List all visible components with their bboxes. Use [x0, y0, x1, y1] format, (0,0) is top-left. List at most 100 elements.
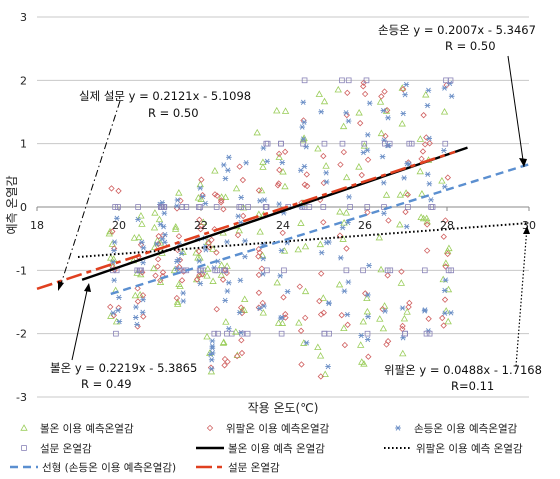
- data-point: [206, 244, 213, 251]
- data-point: [150, 223, 159, 231]
- data-point: [345, 77, 352, 84]
- data-point: [256, 305, 263, 312]
- data-point: [134, 285, 141, 292]
- data-point: [226, 154, 232, 161]
- data-point: [257, 198, 263, 204]
- data-point: [306, 204, 313, 210]
- data-point: [214, 267, 221, 274]
- data-point: [276, 201, 282, 207]
- data-point: [160, 204, 167, 210]
- data-point: [211, 167, 219, 174]
- data-point: [320, 152, 327, 160]
- data-point: [425, 87, 432, 94]
- data-point: [344, 89, 351, 97]
- data-point: [132, 314, 139, 321]
- data-point: [363, 294, 371, 301]
- data-point: [150, 264, 158, 272]
- data-point: [173, 294, 181, 302]
- data-point: [382, 191, 391, 198]
- data-point: [213, 192, 221, 199]
- data-point: [364, 204, 371, 210]
- data-point: [180, 290, 186, 296]
- legend-label: 위팔온 이용 예측 온열감: [416, 442, 523, 455]
- data-point: [140, 313, 147, 320]
- data-point: [279, 229, 286, 237]
- legend-item: 볼온 이용 예측온열감: [20, 422, 134, 435]
- x-tick-label: 22: [194, 219, 208, 232]
- data-point: [195, 248, 203, 255]
- data-point: [110, 259, 116, 265]
- data-point: [357, 341, 365, 348]
- data-point: [294, 245, 302, 253]
- data-point: [260, 145, 267, 151]
- data-point: [339, 224, 346, 231]
- data-point: [159, 269, 167, 276]
- data-point: [209, 338, 216, 344]
- data-point: [281, 267, 287, 274]
- legend-item: 설문 온열감: [21, 443, 92, 455]
- data-point: [174, 197, 181, 203]
- legend-item: 설문 온열감: [196, 462, 280, 474]
- data-point: [400, 110, 407, 117]
- data-point: [225, 167, 231, 173]
- data-point: [154, 263, 161, 270]
- data-point: [441, 287, 448, 294]
- data-point: [196, 272, 203, 279]
- data-point: [300, 99, 307, 105]
- data-point: [238, 349, 246, 357]
- data-point: [151, 209, 159, 216]
- data-point: [340, 148, 347, 156]
- data-point: [298, 361, 305, 368]
- trend-line: [81, 146, 468, 281]
- data-point: [239, 212, 247, 220]
- data-point: [259, 163, 267, 170]
- data-point: [360, 83, 367, 90]
- data-point: [365, 353, 372, 360]
- data-point: [321, 140, 328, 147]
- data-point: [445, 244, 453, 252]
- data-point: [217, 193, 226, 200]
- data-point: [425, 315, 432, 322]
- data-point: [408, 140, 415, 147]
- data-point: [213, 249, 220, 256]
- data-point: [282, 311, 289, 318]
- data-point: [326, 239, 332, 245]
- data-point: [116, 294, 122, 301]
- data-point: [403, 223, 410, 230]
- data-point: [340, 324, 348, 331]
- data-point: [203, 332, 211, 340]
- data-point: [197, 185, 203, 191]
- data-point: [139, 239, 145, 245]
- data-point: [255, 187, 263, 194]
- data-point: [316, 297, 323, 305]
- data-point: [297, 327, 305, 334]
- data-point: [302, 314, 309, 322]
- data-point: [161, 210, 168, 216]
- annotation-sodeung-pointer: [507, 55, 525, 168]
- data-point: [233, 352, 241, 360]
- data-point: [314, 343, 322, 351]
- data-point: [442, 263, 449, 270]
- data-point: [325, 363, 331, 370]
- data-point: [197, 204, 204, 210]
- data-point: [384, 107, 391, 114]
- data-point: [199, 218, 208, 225]
- data-point: [405, 303, 412, 311]
- legend-label: 볼온 이용 예측온열감: [40, 422, 134, 435]
- annotation-wipal-equation: 위팔온 y = 0.0488x - 1.7168: [384, 363, 542, 377]
- data-point: [399, 349, 407, 357]
- data-point: [318, 250, 325, 256]
- data-point: [217, 199, 225, 206]
- data-point: [198, 176, 205, 183]
- data-point: [438, 176, 446, 184]
- data-point: [428, 204, 434, 210]
- data-point: [139, 292, 147, 299]
- data-point: [194, 194, 203, 201]
- data-point: [197, 280, 204, 287]
- data-point: [116, 318, 123, 325]
- data-point: [242, 253, 248, 260]
- data-point: [381, 210, 387, 217]
- data-point: [209, 245, 217, 252]
